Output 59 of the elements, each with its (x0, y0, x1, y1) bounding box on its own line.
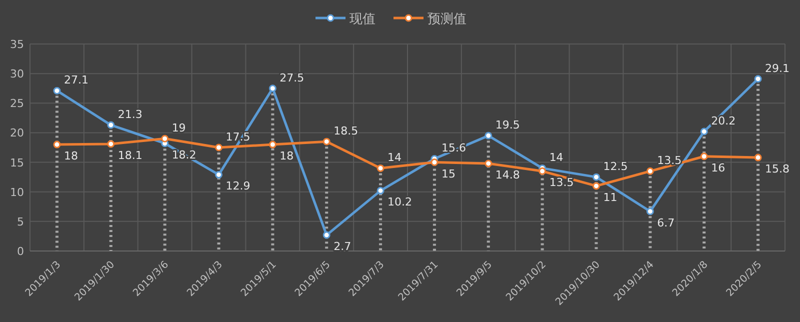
data-label: 15.8 (765, 162, 790, 176)
y-tick-label: 5 (17, 215, 24, 228)
data-label: 18.1 (118, 148, 142, 162)
point (376, 186, 384, 194)
data-label: 19.5 (495, 118, 520, 132)
point (484, 132, 492, 140)
y-tick-label: 30 (10, 68, 24, 81)
point (592, 182, 600, 190)
point (107, 121, 115, 129)
point (268, 84, 276, 92)
data-label: 11 (603, 190, 618, 204)
point (646, 208, 654, 216)
legend-label: 现值 (350, 12, 376, 27)
data-label: 13.5 (549, 176, 574, 190)
data-label: 13.5 (657, 154, 682, 168)
data-label: 19 (172, 122, 186, 135)
data-label: 12.5 (603, 160, 628, 174)
data-label: 18 (64, 150, 78, 163)
y-tick-label: 20 (10, 126, 24, 140)
point (161, 134, 169, 142)
point (215, 170, 222, 178)
point (53, 140, 61, 148)
point (754, 75, 762, 83)
point (107, 140, 115, 148)
point (215, 144, 222, 152)
data-label: 10.2 (388, 196, 412, 209)
data-label: 16 (711, 161, 726, 174)
data-label: 14.8 (495, 168, 520, 182)
data-label: 14 (549, 151, 564, 164)
point (430, 158, 438, 166)
data-label: 27.5 (280, 71, 304, 84)
data-label: 15 (441, 167, 456, 180)
y-tick-label: 35 (10, 38, 24, 51)
point (376, 164, 384, 172)
y-tick-label: 10 (10, 186, 24, 199)
point (700, 152, 708, 160)
data-label: 14 (388, 151, 402, 164)
point (322, 138, 330, 146)
data-label: 2.7 (334, 240, 352, 254)
data-label: 21.3 (118, 108, 142, 122)
point (268, 140, 276, 148)
y-tick-label: 15 (10, 156, 24, 170)
data-label: 6.7 (657, 216, 675, 230)
data-label: 29.1 (765, 62, 790, 75)
point (322, 231, 330, 239)
point (646, 167, 654, 175)
y-tick-label: 25 (10, 97, 24, 110)
data-label: 27.1 (64, 74, 88, 87)
data-label: 18.5 (334, 124, 358, 138)
point (484, 160, 492, 168)
data-label: 12.9 (226, 180, 250, 193)
data-label: 18 (280, 150, 294, 163)
point (754, 154, 762, 162)
point (53, 86, 61, 94)
legend-label: 预测值 (428, 12, 466, 27)
point (700, 128, 708, 136)
point (592, 173, 600, 181)
point (538, 167, 546, 175)
y-tick-label: 0 (17, 245, 24, 258)
